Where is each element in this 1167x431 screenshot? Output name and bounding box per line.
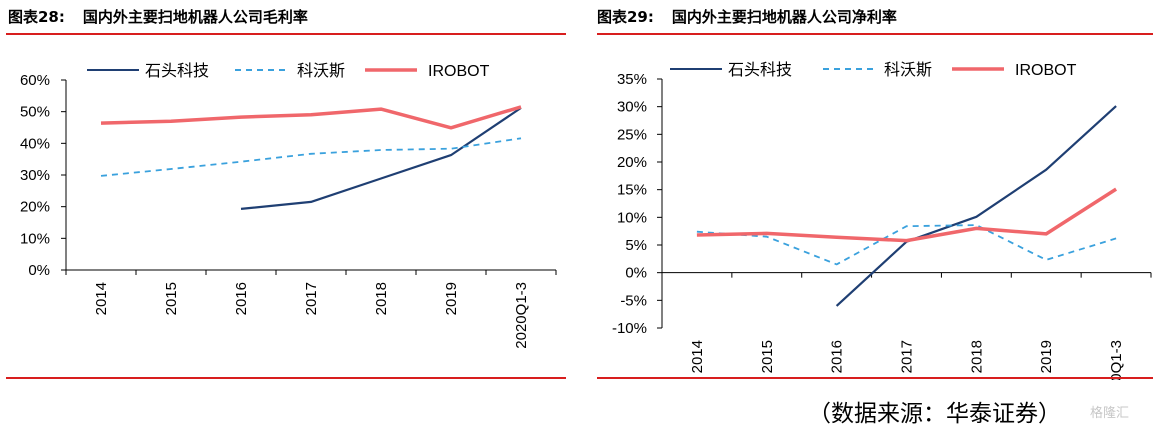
figure-title: 国内外主要扫地机器人公司净利率 (671, 8, 897, 26)
y-tick-label: 15% (617, 182, 647, 199)
x-tick-label: 2019 (443, 282, 460, 315)
y-tick-label: 10% (617, 209, 647, 226)
legend-label-2: 科沃斯 (884, 60, 932, 79)
x-tick-label: 2020Q1-3 (1108, 340, 1125, 380)
x-tick-label: 2014 (689, 340, 706, 373)
legend-label-3: IROBOT (1015, 62, 1077, 79)
y-tick-label: 0% (28, 262, 50, 279)
bottom-rule (6, 377, 566, 379)
chart-title: 图表28: 国内外主要扫地机器人公司毛利率 (8, 6, 308, 27)
x-tick-label: 2016 (829, 340, 846, 373)
x-tick-label: 2015 (163, 282, 180, 315)
x-tick-label: 2014 (93, 282, 110, 315)
y-tick-label: 50% (20, 104, 50, 121)
y-tick-label: -5% (620, 292, 647, 309)
y-tick-label: 25% (617, 126, 647, 143)
y-tick-label: -10% (612, 320, 647, 337)
figure-label: 图表29: (597, 8, 654, 26)
x-tick-label: 2017 (899, 340, 916, 373)
legend-label-2: 科沃斯 (297, 61, 345, 80)
y-tick-label: 40% (20, 135, 50, 152)
legend-label-1: 石头科技 (728, 60, 792, 79)
series-line-2 (696, 224, 1117, 266)
gross-margin-chart: 0% 10% 20% 30% 40% 50% 60% 2014 2015 2016 2017 2018… (20, 61, 557, 349)
top-rule (6, 33, 566, 35)
x-tick-label: 2017 (303, 282, 320, 315)
series-line-1 (835, 105, 1117, 307)
top-rule (597, 33, 1153, 35)
series-line-3 (696, 187, 1118, 243)
y-tick-label: 20% (20, 199, 50, 216)
series-line-3 (100, 105, 522, 130)
y-tick-label: 35% (617, 71, 647, 88)
figure-title: 国内外主要扫地机器人公司毛利率 (82, 8, 308, 26)
figure-label: 图表28: (8, 8, 65, 26)
y-tick-label: 30% (617, 99, 647, 116)
x-tick-label: 2016 (233, 282, 250, 315)
series-line-2 (100, 137, 522, 177)
legend-label-1: 石头科技 (145, 61, 209, 80)
x-tick-label: 2018 (968, 340, 985, 373)
data-source-note: （数据来源：华泰证券） (808, 401, 1061, 427)
chart-title: 图表29: 国内外主要扫地机器人公司净利率 (597, 6, 897, 27)
x-tick-label: 2019 (1038, 340, 1055, 373)
y-tick-label: 0% (625, 265, 647, 282)
x-tick-label: 2015 (759, 340, 776, 373)
chart-panel-gross-margin: 图表28: 国内外主要扫地机器人公司毛利率 0% 10% 20% 30% 40% 50% 60… (6, 6, 566, 379)
y-tick-label: 30% (20, 167, 50, 184)
series-line-1 (240, 106, 522, 210)
y-tick-label: 5% (625, 237, 647, 254)
chart-panel-net-margin: 图表29: 国内外主要扫地机器人公司净利率 -10% -5% 0% 5% 10% 15% 20… (585, 0, 1167, 431)
net-margin-chart: -10% -5% 0% 5% 10% 15% 20% 25% 30% 35% 2014 2015 201… (612, 60, 1152, 380)
y-tick-label: 10% (20, 230, 50, 247)
x-tick-label: 2018 (373, 282, 390, 315)
watermark-logo: 格隆汇 (1090, 406, 1130, 421)
bottom-rule (597, 377, 1153, 379)
legend-label-3: IROBOT (428, 63, 490, 80)
x-tick-label: 2020Q1-3 (513, 282, 530, 349)
y-tick-label: 60% (20, 72, 50, 89)
y-tick-label: 20% (617, 154, 647, 171)
